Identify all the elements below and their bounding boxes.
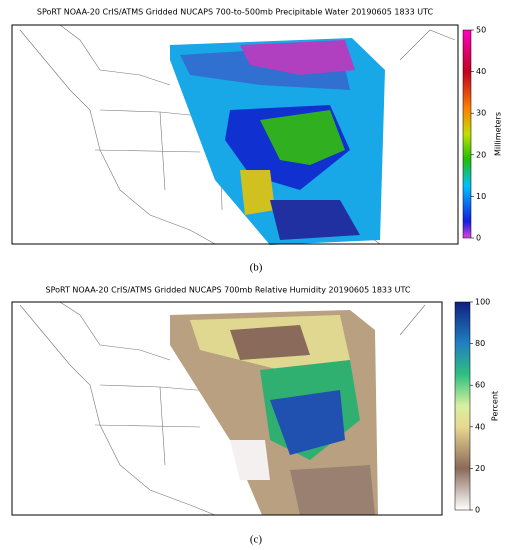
- colorbar-label: Millimeters: [494, 112, 503, 156]
- colorbar-ticks: 0 10 20 30 40 50: [471, 26, 486, 243]
- tick-label: 10: [476, 192, 486, 201]
- tick-label: 20: [476, 150, 486, 159]
- colorbar: [462, 29, 472, 239]
- colorbar-label: Percent: [491, 391, 500, 421]
- tick-label: 20: [475, 464, 485, 473]
- panel-title: SPoRT NOAA-20 CrIS/ATMS Gridded NUCAPS 7…: [45, 286, 410, 295]
- tick-label: 50: [476, 26, 486, 35]
- tick-label: 100: [475, 298, 490, 307]
- tick-label: 40: [475, 422, 485, 431]
- tick-label: 80: [475, 339, 485, 348]
- colorbar: [454, 301, 471, 511]
- caption: (b): [250, 262, 263, 274]
- colorbar-ticks: 0 20 40 60 80 100: [470, 298, 490, 515]
- panel-title: SPoRT NOAA-20 CrIS/ATMS Gridded NUCAPS 7…: [37, 8, 434, 17]
- tick-label: 60: [475, 381, 485, 390]
- tick-label: 30: [476, 109, 486, 118]
- tick-label: 40: [476, 67, 486, 76]
- caption: (c): [250, 534, 263, 546]
- tick-label: 0: [476, 234, 481, 243]
- map: [11, 24, 459, 245]
- tick-label: 0: [475, 506, 480, 515]
- map: [11, 301, 443, 516]
